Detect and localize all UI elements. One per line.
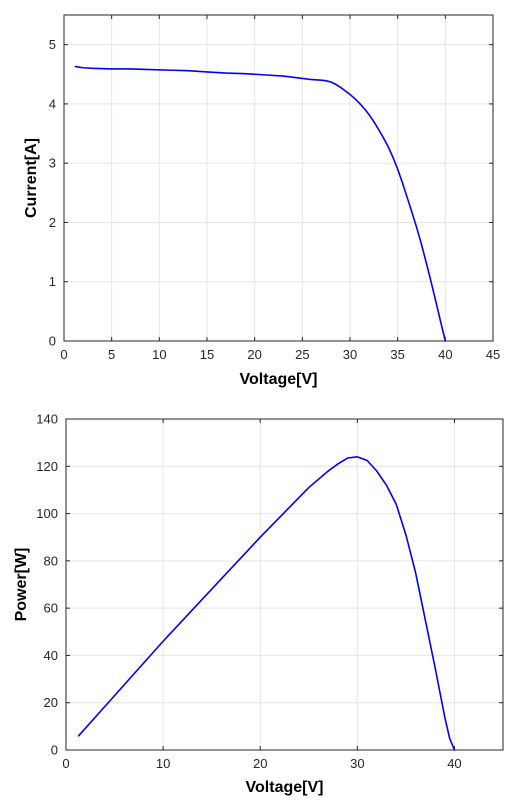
x-tick-label: 20 <box>247 347 261 362</box>
x-tick-label: 15 <box>200 347 214 362</box>
y-tick-label: 100 <box>36 506 58 521</box>
series-line <box>74 65 447 342</box>
y-tick-label: 40 <box>44 648 58 663</box>
y-tick-label: 3 <box>49 156 56 171</box>
x-tick-label: 20 <box>253 756 267 771</box>
y-tick-label: 80 <box>44 553 58 568</box>
x-tick-label: 40 <box>447 756 461 771</box>
y-tick-label: 60 <box>44 601 58 616</box>
y-axis-label: Current[A] <box>23 138 40 218</box>
x-tick-label: 0 <box>60 347 67 362</box>
y-tick-label: 140 <box>36 412 58 427</box>
y-tick-label: 1 <box>49 274 56 289</box>
x-axis-label: Voltage[V] <box>240 371 318 388</box>
y-tick-label: 0 <box>51 743 58 758</box>
plot-area <box>66 419 503 750</box>
y-axis-label: Power[W] <box>13 548 30 622</box>
y-tick-label: 4 <box>49 96 56 111</box>
y-tick-label: 0 <box>49 334 56 349</box>
x-tick-label: 40 <box>438 347 452 362</box>
series-line <box>77 456 456 751</box>
axes-frame <box>63 14 494 342</box>
x-tick-label: 10 <box>156 756 170 771</box>
y-tick-label: 20 <box>44 695 58 710</box>
x-tick-label: 30 <box>343 347 357 362</box>
x-tick-label: 5 <box>108 347 115 362</box>
y-tick-label: 120 <box>36 459 58 474</box>
axes-frame <box>65 418 504 751</box>
x-axis-label: Voltage[V] <box>246 779 324 796</box>
y-tick-label: 2 <box>49 215 56 230</box>
x-tick-label: 0 <box>62 756 69 771</box>
x-tick-label: 35 <box>390 347 404 362</box>
power-voltage-chart: 0 10 20 30 40 0 20 40 60 80 100 120 140 Voltage[V] Pow… <box>13 412 504 796</box>
x-tick-label: 25 <box>295 347 309 362</box>
plot-area <box>64 15 493 341</box>
x-tick-label: 10 <box>152 347 166 362</box>
x-tick-label: 30 <box>350 756 364 771</box>
y-tick-label: 5 <box>49 37 56 52</box>
current-voltage-chart: 0 5 10 15 20 25 30 35 40 45012345Voltage[V]Curren… <box>23 14 500 388</box>
x-tick-label: 45 <box>486 347 500 362</box>
